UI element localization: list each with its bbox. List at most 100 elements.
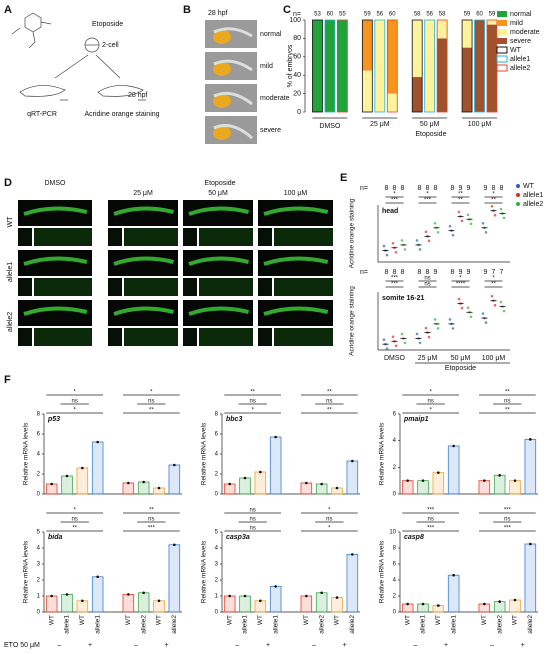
fluorescent-embryo xyxy=(113,256,174,266)
bar xyxy=(524,438,537,495)
point xyxy=(424,326,428,330)
bar-outline xyxy=(312,19,323,113)
bar-outline xyxy=(424,19,436,113)
legend-label: mild xyxy=(510,20,523,27)
bar xyxy=(346,460,359,495)
treatment-title: ETO 50 μM xyxy=(4,642,40,649)
row-label: allele1 xyxy=(7,262,14,282)
y-tick-label: 4 xyxy=(215,452,219,458)
point xyxy=(498,474,501,477)
y-tick-label: 1 xyxy=(37,594,41,600)
point xyxy=(427,239,431,243)
point xyxy=(403,341,407,345)
y-tick-label: 1 xyxy=(215,594,219,600)
significance: ** xyxy=(72,526,77,532)
significance: ** xyxy=(149,408,154,414)
point xyxy=(481,222,485,225)
point xyxy=(351,459,354,463)
y-tick-label: 4 xyxy=(393,578,397,584)
point xyxy=(469,222,473,226)
n-value: 58 xyxy=(414,12,421,18)
significance: ns xyxy=(504,517,510,523)
point xyxy=(228,594,231,598)
bar-segment xyxy=(487,20,497,25)
significance: * xyxy=(429,390,432,396)
point xyxy=(81,599,84,603)
y-tick-label: 6 xyxy=(215,432,219,438)
legend-label: allele2 xyxy=(523,201,543,208)
inset xyxy=(258,328,272,346)
bar-segment xyxy=(412,77,423,112)
column-title: Etoposide xyxy=(204,180,235,187)
y-tick-label: 6 xyxy=(37,432,41,438)
point xyxy=(391,335,395,339)
bar-outline xyxy=(337,19,348,113)
point xyxy=(460,306,464,310)
significance: ns xyxy=(249,508,255,514)
class-label: mild xyxy=(260,63,273,70)
bar xyxy=(223,595,236,613)
point xyxy=(436,231,440,234)
n-value: 9 xyxy=(434,269,438,276)
inset xyxy=(108,278,122,296)
y-tick-label: 2 xyxy=(215,472,219,478)
bar-outline xyxy=(374,19,386,113)
point xyxy=(274,585,277,588)
significance: *** xyxy=(424,198,432,204)
point xyxy=(65,474,69,478)
point xyxy=(50,482,53,486)
point xyxy=(382,338,386,342)
legend-swatch xyxy=(497,29,507,35)
point xyxy=(127,593,130,596)
point xyxy=(228,482,231,486)
point xyxy=(451,327,455,330)
significance: ** xyxy=(327,390,332,396)
legend-label: moderate xyxy=(510,29,540,36)
bar xyxy=(269,436,282,495)
significance: ns xyxy=(148,399,154,405)
gene-label: bbc3 xyxy=(226,416,242,423)
significance: ** xyxy=(250,390,255,396)
point xyxy=(382,244,386,248)
significance: *** xyxy=(148,526,156,532)
point xyxy=(81,466,84,470)
point xyxy=(484,231,488,234)
inset xyxy=(183,328,197,346)
bar xyxy=(300,482,313,495)
bar-outline xyxy=(436,19,448,113)
x-tick-label: allele2 xyxy=(171,615,178,634)
x-tick-label: allele1 xyxy=(94,615,101,634)
legend-label: allele2 xyxy=(510,65,530,72)
x-tick-label: allele1 xyxy=(64,615,71,634)
point xyxy=(243,476,247,480)
point xyxy=(421,479,425,482)
group-title: Etoposide xyxy=(415,131,446,138)
bar-outline xyxy=(361,19,373,113)
point xyxy=(502,216,506,220)
fluorescent-embryo xyxy=(188,306,249,316)
x-tick-label: WT xyxy=(334,615,341,625)
bar xyxy=(91,441,104,495)
treatment-label: – xyxy=(235,642,239,649)
point xyxy=(391,241,395,245)
point xyxy=(142,480,145,484)
x-tick-label: allele1 xyxy=(272,615,279,634)
fluorescent-embryo xyxy=(263,306,329,316)
n-value: 8 xyxy=(418,269,422,276)
x-tick-label: WT xyxy=(512,615,519,625)
significance: ** xyxy=(505,408,510,414)
micrograph xyxy=(205,116,257,144)
significance: ns xyxy=(504,399,510,405)
schematic xyxy=(11,12,146,101)
point xyxy=(305,594,308,598)
legend-label: WT xyxy=(510,47,522,54)
method-label: qRT-PCR xyxy=(27,111,57,118)
bar-segment xyxy=(387,93,398,112)
compound-label: Etoposide xyxy=(92,21,123,28)
point xyxy=(418,341,422,345)
inset xyxy=(199,328,253,346)
treatment-label: + xyxy=(266,642,270,649)
embryo-body xyxy=(213,91,253,106)
n-value: 9 xyxy=(467,185,471,192)
treatment-label: – xyxy=(134,642,138,649)
